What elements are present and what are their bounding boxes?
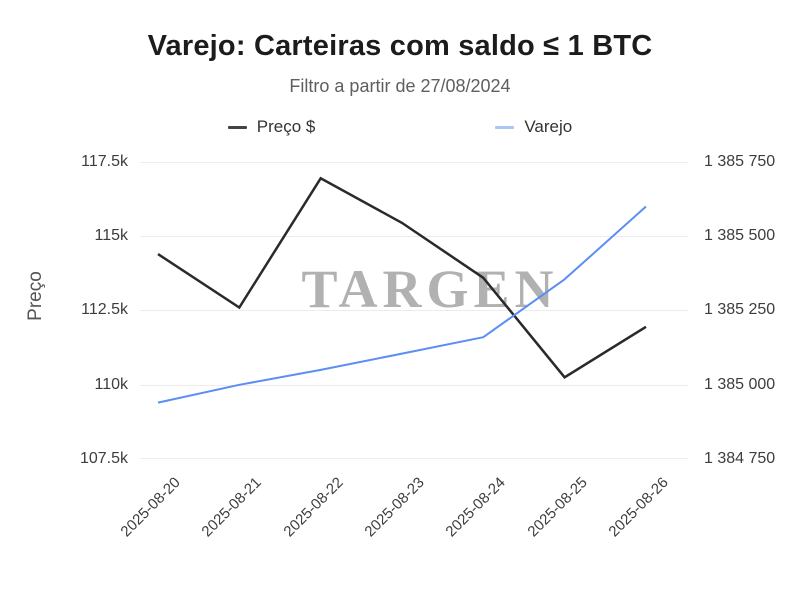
right-axis-tick: 1 385 500 <box>704 227 776 244</box>
chart-title: Varejo: Carteiras com saldo ≤ 1 BTC <box>147 30 653 62</box>
left-axis-tick: 115k <box>94 227 128 244</box>
legend: Preço $ Varejo <box>0 117 800 137</box>
left-axis-tick: 112.5k <box>81 301 128 318</box>
left-axis-tick: 107.5k <box>79 450 128 467</box>
right-axis-tick: 1 385 000 <box>704 376 776 393</box>
x-axis-tick: 2025-08-21 <box>198 474 266 541</box>
gridline <box>140 310 688 311</box>
right-axis-tick: 1 384 750 <box>704 450 776 467</box>
varejo-line <box>157 205 647 404</box>
legend-item-preco[interactable]: Preço $ <box>227 117 316 137</box>
gridline <box>140 162 688 163</box>
legend-label-preco: Preço $ <box>256 117 316 136</box>
gridline <box>140 458 688 459</box>
x-axis-tick: 2025-08-20 <box>117 474 185 541</box>
x-axis-tick: 2025-08-24 <box>442 474 510 541</box>
chart-subtitle: Filtro a partir de 27/08/2024 <box>289 76 511 96</box>
left-axis-tick: 110k <box>94 376 128 393</box>
right-axis-tick: 1 385 250 <box>704 301 776 318</box>
varejo-line-swatch-icon <box>495 125 515 129</box>
legend-label-varejo: Varejo <box>524 117 573 136</box>
x-axis-tick: 2025-08-25 <box>524 474 592 541</box>
x-axis-tick: 2025-08-22 <box>280 474 348 541</box>
x-axis-tick: 2025-08-26 <box>605 474 673 541</box>
preco-line-swatch-icon <box>227 125 247 129</box>
preco-line <box>157 176 647 379</box>
plot-area[interactable] <box>140 162 688 459</box>
gridline <box>140 236 688 237</box>
right-axis-tick: 1 385 750 <box>704 153 776 170</box>
left-axis-title: Preço <box>25 271 46 321</box>
targen-watermark: TARGEN <box>301 259 559 319</box>
left-axis-tick: 117.5k <box>81 153 128 170</box>
legend-item-varejo[interactable]: Varejo <box>495 117 572 137</box>
gridline <box>140 385 688 386</box>
x-axis-tick: 2025-08-23 <box>361 474 429 541</box>
line-chart-canvas <box>157 176 647 404</box>
